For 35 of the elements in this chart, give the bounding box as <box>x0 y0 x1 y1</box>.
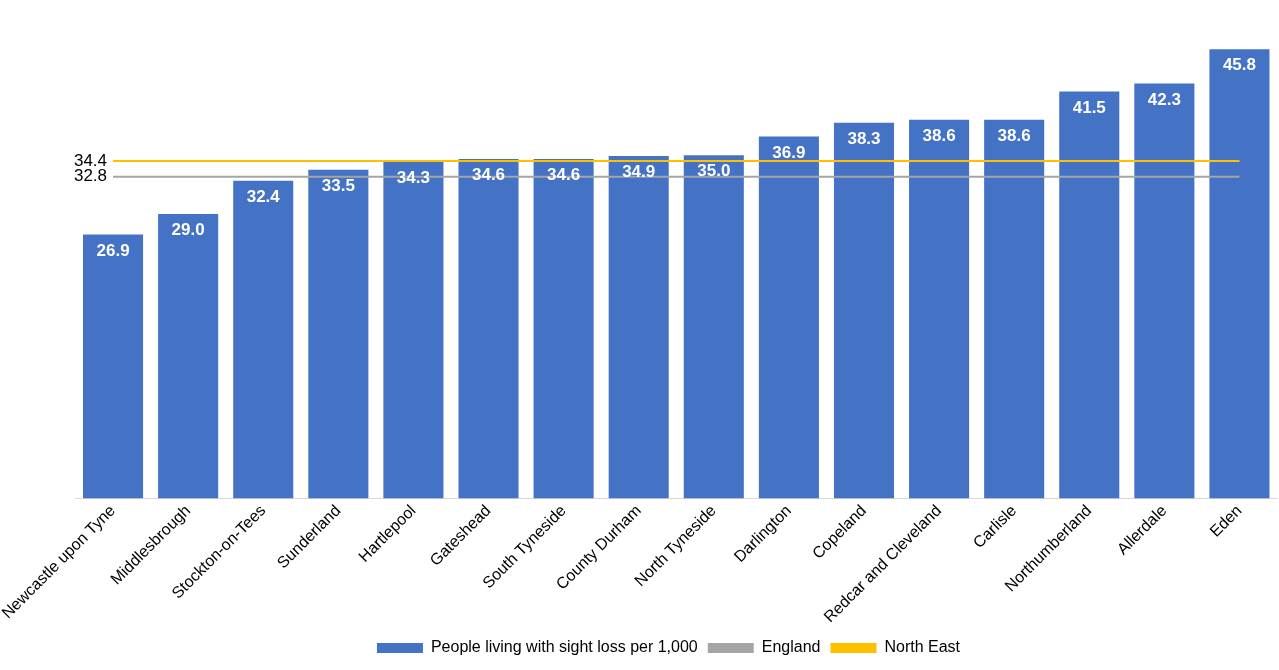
bar <box>158 214 219 499</box>
data-label: 33.5 <box>321 176 355 196</box>
data-label: 26.9 <box>96 240 130 260</box>
data-label: 38.6 <box>997 126 1031 146</box>
bar <box>608 156 669 499</box>
data-label: 36.9 <box>772 142 806 162</box>
data-label: 35.0 <box>697 161 731 181</box>
data-label: 34.6 <box>471 165 506 185</box>
data-label: 42.3 <box>1147 89 1181 109</box>
bar <box>833 122 895 499</box>
bar <box>1209 49 1270 499</box>
bar <box>909 119 970 499</box>
bar <box>984 119 1045 499</box>
legend-label: England <box>761 638 821 656</box>
bar <box>1059 91 1120 499</box>
legend-label: North East <box>884 638 961 656</box>
bar <box>1134 83 1195 499</box>
data-label: 45.8 <box>1222 55 1256 75</box>
bar <box>758 136 819 499</box>
data-label: 38.6 <box>922 126 956 146</box>
bar <box>458 159 519 499</box>
data-label: 38.3 <box>847 128 881 148</box>
bar <box>233 180 294 499</box>
data-label: 41.5 <box>1072 97 1106 117</box>
legend-label: People living with sight loss per 1,000 <box>430 638 698 656</box>
bar <box>83 234 144 499</box>
data-label: 34.6 <box>547 165 581 185</box>
bar <box>383 162 444 499</box>
bar <box>683 155 744 499</box>
data-label: 29.0 <box>171 220 205 240</box>
data-label: 34.3 <box>396 168 430 188</box>
bar <box>308 169 369 499</box>
data-label: 32.4 <box>246 186 281 206</box>
bar <box>533 159 594 499</box>
data-label: 34.9 <box>622 162 656 182</box>
